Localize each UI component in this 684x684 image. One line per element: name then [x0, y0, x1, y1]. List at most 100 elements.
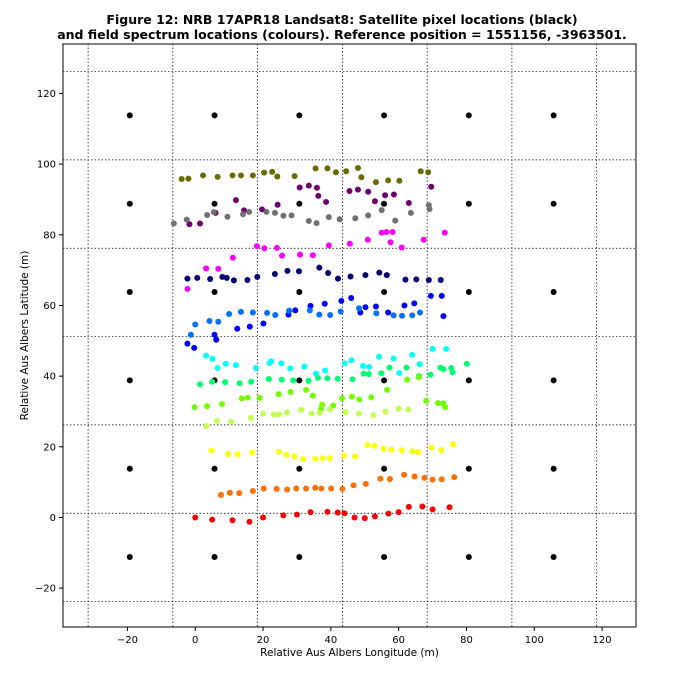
- data-point: [354, 165, 361, 172]
- data-point: [316, 264, 323, 271]
- data-point: [315, 192, 322, 199]
- data-point: [402, 276, 409, 283]
- data-point: [405, 503, 412, 510]
- data-point: [183, 216, 190, 223]
- data-point: [342, 409, 349, 416]
- data-point: [419, 503, 426, 510]
- x-tick-label: 60: [392, 635, 405, 646]
- data-point: [230, 277, 237, 284]
- data-point: [417, 309, 424, 316]
- plot-frame: [62, 43, 637, 628]
- data-point: [341, 452, 348, 459]
- data-point: [275, 411, 282, 418]
- data-point: [209, 516, 216, 523]
- data-point: [236, 380, 243, 387]
- data-point: [381, 200, 388, 207]
- data-point: [381, 112, 388, 119]
- data-point: [288, 212, 295, 219]
- data-point: [403, 364, 410, 371]
- data-point: [293, 511, 300, 518]
- data-point: [298, 406, 305, 413]
- data-point: [429, 506, 436, 513]
- data-point: [383, 228, 390, 235]
- data-point: [261, 245, 268, 252]
- data-point: [465, 554, 472, 561]
- data-point: [365, 188, 372, 195]
- data-point: [411, 473, 418, 480]
- data-point: [401, 471, 408, 478]
- data-point: [229, 517, 236, 524]
- data-point: [465, 289, 472, 296]
- data-point: [278, 376, 285, 383]
- data-point: [463, 360, 470, 367]
- data-point: [260, 485, 267, 492]
- data-point: [307, 509, 314, 516]
- data-point: [309, 392, 316, 399]
- series-14: [192, 503, 453, 525]
- data-point: [232, 197, 239, 204]
- data-point: [210, 209, 217, 216]
- data-point: [314, 374, 321, 381]
- data-point: [305, 218, 312, 225]
- data-point: [364, 442, 371, 449]
- data-point: [219, 401, 226, 408]
- data-point: [429, 476, 436, 483]
- data-point: [376, 269, 383, 276]
- data-point: [450, 441, 457, 448]
- data-point: [215, 265, 222, 272]
- data-point: [229, 172, 236, 179]
- data-point: [206, 318, 213, 325]
- data-point: [388, 446, 395, 453]
- data-point: [355, 305, 362, 312]
- data-point: [339, 485, 346, 492]
- data-point: [336, 216, 343, 223]
- grid: [63, 44, 636, 627]
- data-point: [211, 112, 218, 119]
- data-point: [196, 220, 203, 227]
- data-point: [465, 377, 472, 384]
- data-point: [372, 179, 379, 186]
- data-point: [203, 352, 210, 359]
- data-point: [283, 451, 290, 458]
- data-point: [312, 455, 319, 462]
- data-point: [362, 272, 369, 279]
- data-point: [204, 403, 211, 410]
- data-point: [390, 191, 397, 198]
- plot-area: [63, 44, 636, 627]
- data-point: [370, 412, 377, 418]
- data-point: [326, 406, 333, 413]
- data-point: [414, 449, 421, 456]
- data-point: [224, 213, 231, 220]
- data-point: [334, 509, 341, 516]
- data-point: [203, 422, 210, 429]
- data-point: [387, 239, 394, 246]
- data-point: [184, 275, 191, 282]
- data-point: [254, 273, 261, 280]
- data-point: [427, 371, 434, 378]
- data-point: [126, 289, 133, 296]
- x-tick-label: −20: [117, 635, 138, 646]
- data-point: [360, 370, 367, 377]
- data-point: [341, 510, 348, 517]
- data-point: [428, 444, 435, 451]
- data-point: [301, 363, 308, 370]
- data-point: [321, 300, 328, 307]
- data-point: [337, 308, 344, 315]
- data-point: [399, 312, 406, 319]
- data-point: [192, 321, 199, 328]
- data-point: [386, 475, 393, 482]
- data-point: [385, 309, 392, 316]
- data-point: [441, 229, 448, 236]
- series-1: [178, 165, 432, 186]
- data-point: [398, 244, 405, 251]
- data-point: [225, 450, 232, 457]
- data-point: [396, 369, 403, 376]
- data-point: [423, 397, 430, 404]
- data-points: [126, 112, 557, 561]
- data-point: [451, 474, 458, 481]
- data-point: [385, 510, 392, 517]
- data-point: [416, 361, 423, 368]
- data-point: [275, 391, 282, 398]
- data-point: [316, 311, 323, 318]
- y-tick-label: 60: [43, 301, 56, 312]
